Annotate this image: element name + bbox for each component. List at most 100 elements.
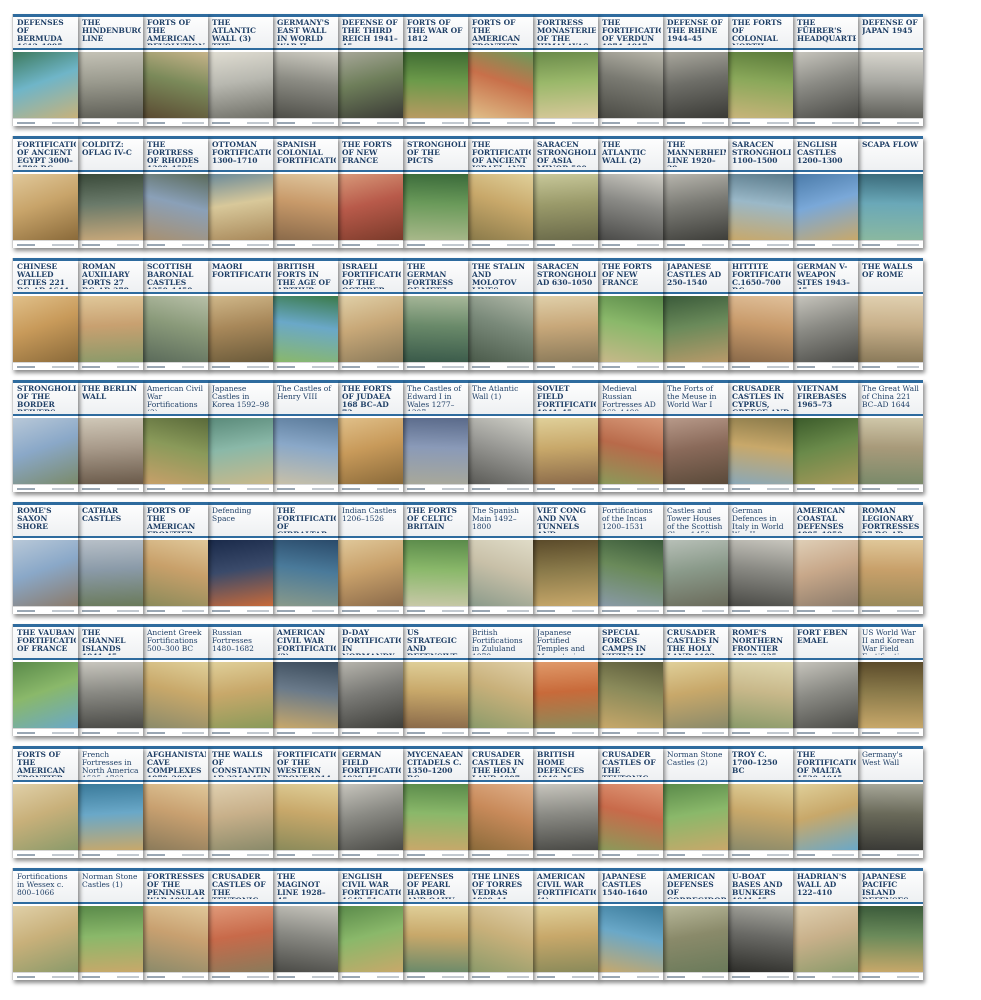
book-cover[interactable]: The Fortification of Malta 1530–1945 xyxy=(792,746,858,858)
book-cover[interactable]: D-Day Fortifications in Normandy xyxy=(337,624,403,736)
book-cover[interactable]: Japanese Castles 1540–1640 xyxy=(597,868,663,980)
book-cover[interactable]: Strongholds of the Border Reivers xyxy=(12,380,78,492)
book-cover[interactable]: Germany's West Wall xyxy=(857,746,923,858)
book-cover[interactable]: Forts of the American Revolution 1775–83 xyxy=(142,14,208,126)
book-cover[interactable]: The Fortifications of Verdun 1874–1917 xyxy=(597,14,663,126)
book-cover[interactable]: French Fortresses in North America 1535–… xyxy=(77,746,143,858)
book-cover[interactable]: Defenses of Pearl Harbor and Oahu 1907–5… xyxy=(402,868,468,980)
book-cover[interactable]: The Führer's Headquarters xyxy=(792,14,858,126)
book-cover[interactable]: German V-Weapon Sites 1943–45 xyxy=(792,258,858,370)
book-cover[interactable]: The German Fortress of Metz 1870–1944 xyxy=(402,258,468,370)
book-cover[interactable]: The Forts of Celtic Britain xyxy=(402,502,468,614)
book-cover[interactable]: Fortifications in Wessex c. 800–1066 xyxy=(12,868,78,980)
book-cover[interactable]: Spanish Colonial Fortifications xyxy=(272,136,338,248)
book-cover[interactable]: Japanese Castles in Korea 1592–98 xyxy=(207,380,273,492)
book-cover[interactable]: The Walls of Rome xyxy=(857,258,923,370)
book-cover[interactable]: The Forts of New France xyxy=(597,258,663,370)
book-cover[interactable]: Scottish Baronial Castles 1250–1450 xyxy=(142,258,208,370)
book-cover[interactable]: The Spanish Main 1492–1800 xyxy=(467,502,533,614)
book-cover[interactable]: British Home Defences 1940–45 xyxy=(532,746,598,858)
book-cover[interactable]: Defenses of Bermuda 1612–1995 xyxy=(12,14,78,126)
book-cover[interactable]: Saracen Strongholds 1100–1500 xyxy=(727,136,793,248)
book-cover[interactable]: Special Forces Camps in Vietnam 1961–70 xyxy=(597,624,663,736)
book-cover[interactable]: British Forts in the Age of Arthur xyxy=(272,258,338,370)
book-cover[interactable]: Japanese Pacific Island Defenses 1941–45 xyxy=(857,868,923,980)
book-cover[interactable]: The Hindenburg Line xyxy=(77,14,143,126)
book-cover[interactable]: Troy c. 1700–1250 BC xyxy=(727,746,793,858)
book-cover[interactable]: German Defences in Italy in World War II xyxy=(727,502,793,614)
book-cover[interactable]: Saracen Strongholds of Asia Minor 500–11… xyxy=(532,136,598,248)
book-cover[interactable]: English Civil War Fortifications 1642–51 xyxy=(337,868,403,980)
book-cover[interactable]: The Stalin and Molotov Lines xyxy=(467,258,533,370)
book-cover[interactable]: The Fortress of Rhodes 1309–1522 xyxy=(142,136,208,248)
book-cover[interactable]: Fortifications of the Western Front 1914… xyxy=(272,746,338,858)
book-cover[interactable]: Israeli Fortifications of the October Wa… xyxy=(337,258,403,370)
book-cover[interactable]: Germany's East Wall in World War II xyxy=(272,14,338,126)
book-cover[interactable]: U-Boat Bases and Bunkers 1941–45 xyxy=(727,868,793,980)
book-cover[interactable]: Forts of the American Frontier 1820–91 xyxy=(142,502,208,614)
book-cover[interactable]: US Strategic and Defensive Missile Syste… xyxy=(402,624,468,736)
book-cover[interactable]: Crusader Castles in the Holy Land 1097–1… xyxy=(467,746,533,858)
book-cover[interactable]: Cathar Castles xyxy=(77,502,143,614)
book-cover[interactable]: The Mannerheim Line 1920–39 xyxy=(662,136,728,248)
book-cover[interactable]: Fortification of Ancient Egypt 3000–1780… xyxy=(12,136,78,248)
book-cover[interactable]: Maori Fortifications xyxy=(207,258,273,370)
book-cover[interactable]: Norman Stone Castles (2) xyxy=(662,746,728,858)
book-cover[interactable]: English Castles 1200–1300 xyxy=(792,136,858,248)
book-cover[interactable]: Hadrian's Wall AD 122–410 xyxy=(792,868,858,980)
book-cover[interactable]: British Fortifications in Zululand 1879 xyxy=(467,624,533,736)
book-cover[interactable]: Russian Fortresses 1480–1682 xyxy=(207,624,273,736)
book-cover[interactable]: Crusader Castles in Cyprus, Greece and t… xyxy=(727,380,793,492)
book-cover[interactable]: German Field Fortifications 1939–45 xyxy=(337,746,403,858)
book-cover[interactable]: The Forts of the Meuse in World War I xyxy=(662,380,728,492)
book-cover[interactable]: Defending Space xyxy=(207,502,273,614)
book-cover[interactable]: Fort Eben Emael xyxy=(792,624,858,736)
book-cover[interactable]: American Civil War Fortifications (2) xyxy=(272,624,338,736)
book-cover[interactable]: Strongholds of the Picts xyxy=(402,136,468,248)
book-cover[interactable]: Japanese Castles AD 250–1540 xyxy=(662,258,728,370)
book-cover[interactable]: Afghanistan Cave Complexes 1979–2004 xyxy=(142,746,208,858)
book-cover[interactable]: American Coastal Defenses 1885–1950 xyxy=(792,502,858,614)
book-cover[interactable]: The Forts of Colonial North America xyxy=(727,14,793,126)
book-cover[interactable]: American Civil War Fortifications (1) xyxy=(532,868,598,980)
book-cover[interactable]: The Vauban Fortifications of France xyxy=(12,624,78,736)
book-cover[interactable]: Medieval Russian Fortresses AD 862–1480 xyxy=(597,380,663,492)
book-cover[interactable]: Castles and Tower Houses of the Scottish… xyxy=(662,502,728,614)
book-cover[interactable]: Rome's Northern Frontier AD 70–235 xyxy=(727,624,793,736)
book-cover[interactable]: Defense of Japan 1945 xyxy=(857,14,923,126)
book-cover[interactable]: The Berlin Wall xyxy=(77,380,143,492)
book-cover[interactable]: The Walls of Constantinople AD 324–1453 xyxy=(207,746,273,858)
book-cover[interactable]: American Civil War Fortifications (3) xyxy=(142,380,208,492)
book-cover[interactable]: Crusader Castles of the Teutonic Knights… xyxy=(597,746,663,858)
book-cover[interactable]: US World War II and Korean War Field For… xyxy=(857,624,923,736)
book-cover[interactable]: Defense of the Rhine 1944–45 xyxy=(662,14,728,126)
book-cover[interactable]: The Forts of New France xyxy=(337,136,403,248)
book-cover[interactable]: Saracen Strongholds AD 630–1050 xyxy=(532,258,598,370)
book-cover[interactable]: Vietnam Firebases 1965–73 xyxy=(792,380,858,492)
book-cover[interactable]: Defense of the Third Reich 1941–45 xyxy=(337,14,403,126)
book-cover[interactable]: Mycenaean Citadels c. 1350–1200 BC xyxy=(402,746,468,858)
book-cover[interactable]: The Atlantic Wall (1) xyxy=(467,380,533,492)
book-cover[interactable]: Crusader Castles in the Holy Land 1192–1… xyxy=(662,624,728,736)
book-cover[interactable]: Ottoman Fortifications 1300–1710 xyxy=(207,136,273,248)
book-cover[interactable]: Roman Legionary Fortresses 27 BC–AD 378 xyxy=(857,502,923,614)
book-cover[interactable]: The Atlantic Wall (3) The Sudwall xyxy=(207,14,273,126)
book-cover[interactable]: The Castles of Henry VIII xyxy=(272,380,338,492)
book-cover[interactable]: Soviet Field Fortifications 1941–45 xyxy=(532,380,598,492)
book-cover[interactable]: Rome's Saxon Shore xyxy=(12,502,78,614)
book-cover[interactable]: Colditz: Oflag IV-C xyxy=(77,136,143,248)
book-cover[interactable]: The Channel Islands 1941–45 xyxy=(77,624,143,736)
book-cover[interactable]: Scapa Flow xyxy=(857,136,923,248)
book-cover[interactable]: Indian Castles 1206–1526 xyxy=(337,502,403,614)
book-cover[interactable]: Ancient Greek Fortifications 500–300 BC xyxy=(142,624,208,736)
book-cover[interactable]: Fortresses of the Peninsular War 1808–14 xyxy=(142,868,208,980)
book-cover[interactable]: Roman Auxiliary Forts 27 BC–AD 378 xyxy=(77,258,143,370)
book-cover[interactable]: Forts of the American Frontier 1820–91 xyxy=(12,746,78,858)
book-cover[interactable]: Fortifications of the Incas 1200–1531 xyxy=(597,502,663,614)
book-cover[interactable]: Crusader Castles of the Teutonic Knights… xyxy=(207,868,273,980)
book-cover[interactable]: The Great Wall of China 221 BC–AD 1644 xyxy=(857,380,923,492)
book-cover[interactable]: The Atlantic Wall (2) xyxy=(597,136,663,248)
book-cover[interactable]: Hittite Fortifications c.1650–700 BC xyxy=(727,258,793,370)
book-cover[interactable]: The Lines of Torres Vedras 1809–11 xyxy=(467,868,533,980)
book-cover[interactable]: The Forts of Judaea 168 BC–AD 73 xyxy=(337,380,403,492)
